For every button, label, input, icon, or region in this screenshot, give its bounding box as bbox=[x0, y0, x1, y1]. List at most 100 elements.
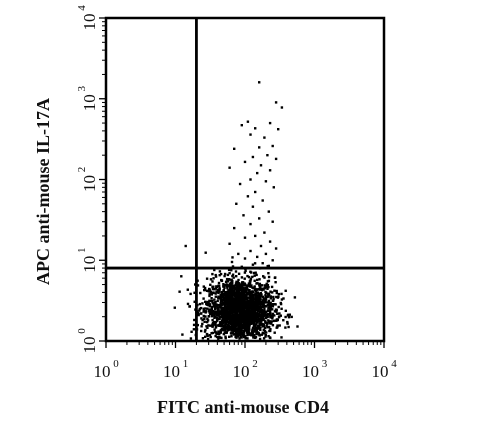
event-dot bbox=[272, 295, 275, 299]
event-dot bbox=[199, 291, 202, 295]
event-dot bbox=[243, 257, 247, 260]
event-dot bbox=[256, 314, 260, 317]
event-dot bbox=[254, 314, 257, 317]
event-dot bbox=[284, 309, 287, 312]
event-dot bbox=[236, 335, 239, 338]
event-dot bbox=[269, 328, 272, 331]
event-dot bbox=[277, 305, 280, 309]
event-dot bbox=[224, 315, 227, 319]
event-dot bbox=[214, 310, 218, 314]
event-dot bbox=[208, 290, 211, 293]
event-dot bbox=[231, 256, 234, 259]
event-dot bbox=[211, 318, 214, 322]
event-dot bbox=[241, 319, 244, 322]
event-dot bbox=[227, 324, 231, 328]
event-dot bbox=[212, 305, 216, 308]
event-dot bbox=[209, 335, 212, 339]
event-dot bbox=[250, 271, 253, 274]
event-dot bbox=[267, 279, 271, 283]
event-dot bbox=[243, 160, 247, 164]
event-dot bbox=[252, 290, 255, 293]
event-dot bbox=[229, 302, 232, 305]
event-dot bbox=[217, 306, 220, 309]
event-dot bbox=[253, 279, 256, 282]
quadrant-gates bbox=[106, 18, 384, 341]
event-dot bbox=[287, 325, 290, 329]
event-dot bbox=[209, 324, 212, 327]
x-axis-label: FITC anti-mouse CD4 bbox=[157, 397, 329, 417]
event-dot bbox=[252, 298, 255, 301]
event-dot bbox=[282, 319, 285, 322]
event-dot bbox=[211, 323, 214, 326]
event-dot bbox=[262, 337, 266, 340]
event-dot bbox=[224, 327, 227, 330]
event-dot bbox=[229, 322, 232, 326]
event-dot bbox=[248, 324, 251, 327]
event-dot bbox=[217, 281, 221, 285]
event-dot bbox=[241, 324, 244, 328]
event-dot bbox=[233, 308, 236, 311]
event-dot bbox=[235, 290, 239, 293]
event-dot bbox=[211, 272, 214, 276]
event-dot bbox=[193, 318, 196, 322]
event-dot bbox=[279, 314, 282, 317]
event-dot bbox=[269, 301, 272, 305]
event-dot bbox=[264, 252, 268, 256]
event-dot bbox=[230, 309, 233, 312]
event-dot bbox=[257, 297, 261, 301]
x-tick-label: 10 bbox=[372, 362, 389, 381]
event-dot bbox=[209, 290, 212, 293]
event-dot bbox=[229, 314, 233, 317]
event-dot bbox=[229, 309, 232, 313]
event-dot bbox=[224, 309, 227, 312]
event-dot bbox=[222, 292, 225, 295]
event-dot bbox=[261, 325, 264, 328]
event-dot bbox=[230, 304, 233, 307]
event-dot bbox=[257, 309, 260, 312]
event-dot bbox=[236, 314, 239, 317]
event-dot bbox=[248, 328, 251, 331]
event-dot bbox=[260, 318, 263, 321]
event-dot bbox=[261, 331, 264, 334]
event-dot bbox=[240, 289, 244, 292]
event-dot bbox=[239, 311, 242, 315]
event-dot bbox=[240, 124, 243, 127]
event-dot bbox=[252, 316, 255, 320]
event-dot bbox=[234, 282, 238, 285]
event-dot bbox=[250, 315, 253, 318]
event-dot bbox=[251, 155, 255, 159]
event-dot bbox=[202, 297, 205, 300]
event-dot bbox=[260, 316, 263, 320]
event-dot bbox=[240, 284, 243, 287]
event-dot bbox=[258, 284, 261, 287]
event-dot bbox=[252, 296, 255, 299]
event-dot bbox=[249, 298, 252, 301]
event-dot bbox=[189, 337, 193, 340]
event-dot bbox=[258, 81, 261, 84]
event-dot bbox=[218, 335, 221, 338]
event-dot bbox=[226, 287, 229, 290]
event-dot bbox=[275, 295, 278, 299]
event-dot bbox=[193, 291, 196, 294]
event-dot bbox=[251, 205, 255, 208]
event-dot bbox=[256, 331, 260, 334]
event-dot bbox=[262, 297, 265, 300]
event-dot bbox=[235, 288, 239, 291]
event-dot bbox=[251, 263, 255, 266]
event-dot bbox=[266, 303, 270, 307]
event-dot bbox=[221, 307, 224, 311]
event-dot bbox=[235, 296, 238, 299]
event-dot bbox=[265, 313, 268, 317]
event-dot bbox=[238, 307, 241, 310]
event-dot bbox=[264, 290, 267, 294]
event-dot bbox=[263, 231, 266, 234]
event-dot bbox=[234, 319, 237, 322]
event-dot bbox=[245, 288, 248, 291]
event-dot bbox=[239, 333, 242, 336]
event-dot bbox=[244, 290, 248, 293]
event-dot bbox=[231, 265, 235, 268]
event-dot bbox=[188, 305, 191, 308]
event-dot bbox=[204, 328, 207, 332]
event-dot bbox=[232, 286, 236, 289]
event-dot bbox=[227, 284, 231, 287]
